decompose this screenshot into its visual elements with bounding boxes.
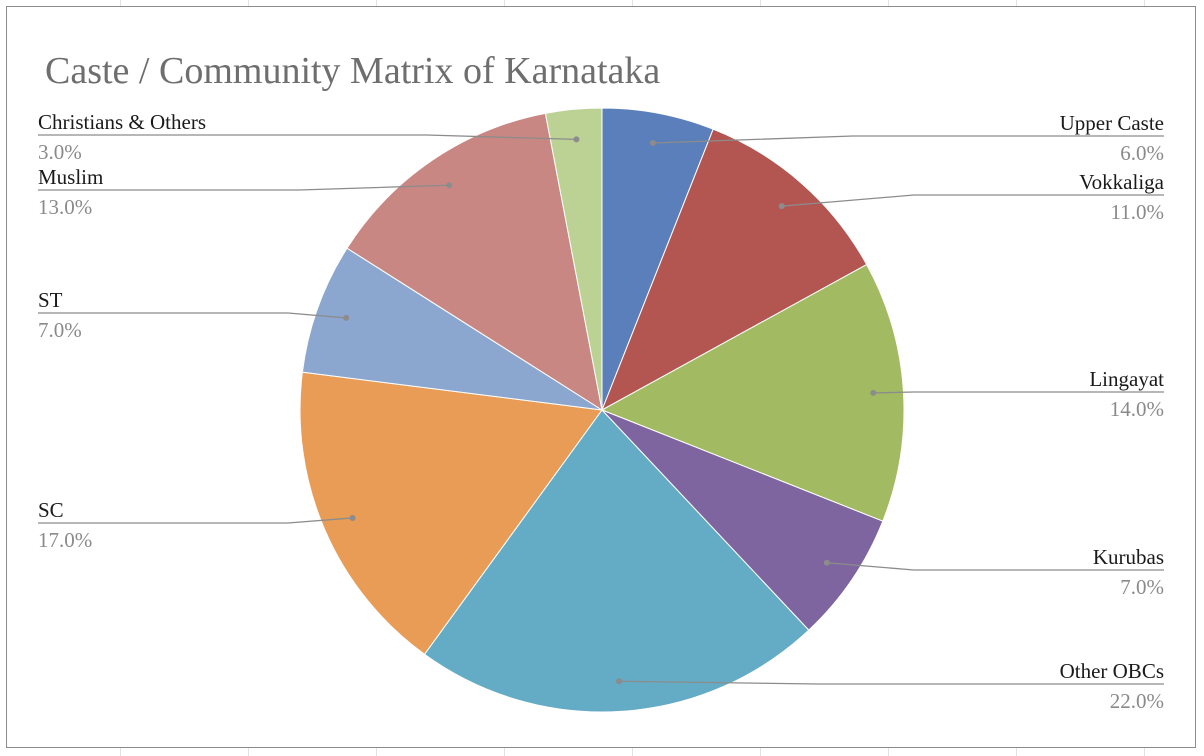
pie-slice-st[interactable] <box>301 247 603 411</box>
data-label-sc: SC <box>38 498 64 522</box>
pie-slice-sc[interactable] <box>299 371 603 656</box>
data-percent-kurubas: 7.0% <box>1120 575 1164 599</box>
data-label-other-obcs: Other OBCs <box>1060 659 1164 683</box>
pie-slice-vokkaliga[interactable] <box>601 128 868 412</box>
data-label-lingayat: Lingayat <box>1089 367 1164 391</box>
chart-title: Caste / Community Matrix of Karnataka <box>45 50 661 92</box>
data-label-christians-and-others: Christians & Others <box>38 110 206 134</box>
leader-line-st <box>38 312 347 319</box>
data-percent-christians-and-others: 3.0% <box>38 140 82 164</box>
data-label-kurubas: Kurubas <box>1093 545 1164 569</box>
pie-slice-kurubas[interactable] <box>601 409 884 631</box>
data-percent-muslim: 13.0% <box>38 195 92 219</box>
leader-line-lingayat <box>873 391 1164 394</box>
pie-data-labels: Upper Caste 6.0% Vokkaliga 11.0% Lingayat 14.… <box>38 110 1165 713</box>
data-percent-sc: 17.0% <box>38 528 92 552</box>
data-percent-st: 7.0% <box>38 318 82 342</box>
leader-line-other-obcs <box>619 680 1164 685</box>
data-percent-lingayat: 14.0% <box>1110 397 1164 421</box>
data-label-st: ST <box>38 288 63 312</box>
pie-slices <box>299 107 905 713</box>
data-percent-upper-caste: 6.0% <box>1120 141 1164 165</box>
leader-line-muslim <box>38 184 450 191</box>
leader-line-sc <box>38 517 353 524</box>
leader-line-upper-caste <box>652 135 1164 144</box>
leader-line-christians-and-others <box>38 134 577 141</box>
data-label-muslim: Muslim <box>38 165 103 189</box>
leader-line-kurubas <box>826 562 1164 571</box>
leader-line-vokkaliga <box>781 194 1164 207</box>
pie-slice-muslim[interactable] <box>346 112 603 412</box>
pie-slice-lingayat[interactable] <box>600 263 905 522</box>
data-label-upper-caste: Upper Caste <box>1060 111 1164 135</box>
data-percent-other-obcs: 22.0% <box>1110 689 1164 713</box>
data-percent-vokkaliga: 11.0% <box>1111 200 1164 224</box>
data-label-vokkaliga: Vokkaliga <box>1079 170 1164 194</box>
pie-slice-other-obcs[interactable] <box>423 409 810 713</box>
pie-slice-christians-and-others[interactable] <box>544 107 603 411</box>
